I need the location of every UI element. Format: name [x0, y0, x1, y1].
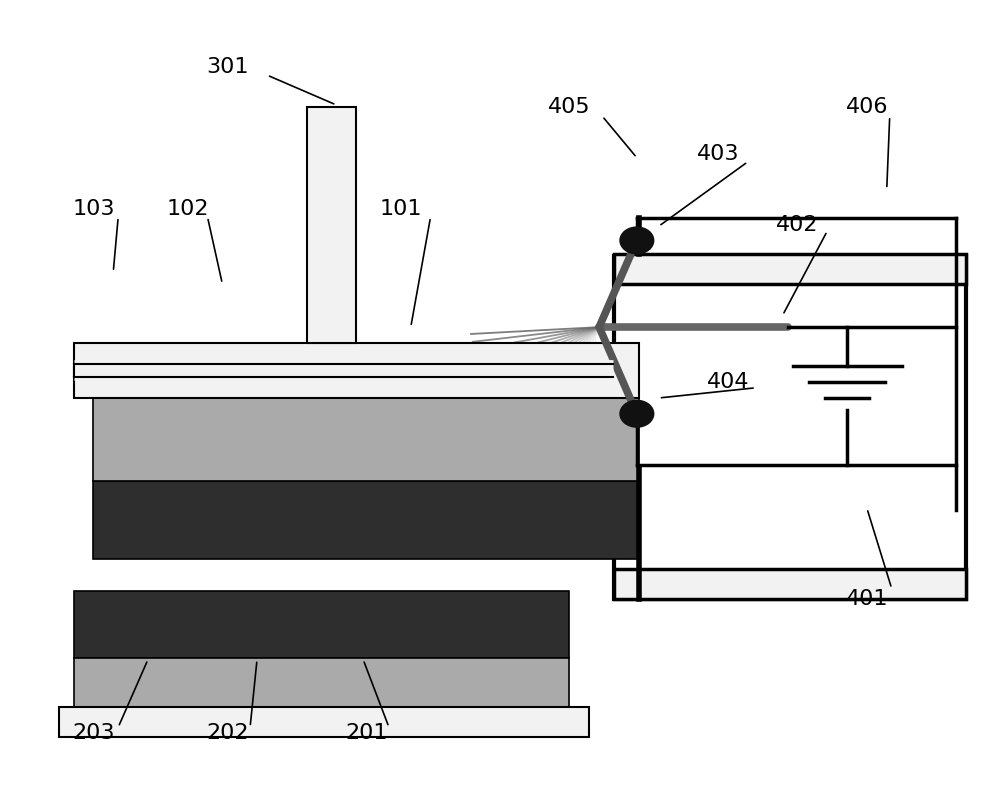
Text: 402: 402 [776, 215, 819, 235]
Bar [74, 343, 639, 398]
Text: 103: 103 [72, 199, 115, 219]
Text: 401: 401 [846, 589, 888, 609]
Bar [614, 569, 966, 599]
Circle shape [620, 400, 654, 427]
Bar [307, 107, 356, 343]
Bar [614, 256, 966, 599]
Text: 403: 403 [697, 144, 739, 164]
Text: 301: 301 [206, 57, 249, 77]
Text: 102: 102 [166, 199, 209, 219]
Text: 404: 404 [707, 373, 749, 392]
Text: 201: 201 [345, 723, 387, 743]
Text: 203: 203 [72, 723, 115, 743]
Text: 405: 405 [548, 96, 591, 116]
Bar [59, 707, 589, 736]
Bar [93, 398, 639, 481]
Bar [93, 481, 639, 560]
Text: 202: 202 [206, 723, 249, 743]
Bar [614, 254, 966, 284]
Bar [74, 658, 569, 707]
Circle shape [620, 227, 654, 254]
Text: 101: 101 [380, 199, 422, 219]
Text: 406: 406 [846, 96, 888, 116]
Bar [74, 591, 569, 658]
